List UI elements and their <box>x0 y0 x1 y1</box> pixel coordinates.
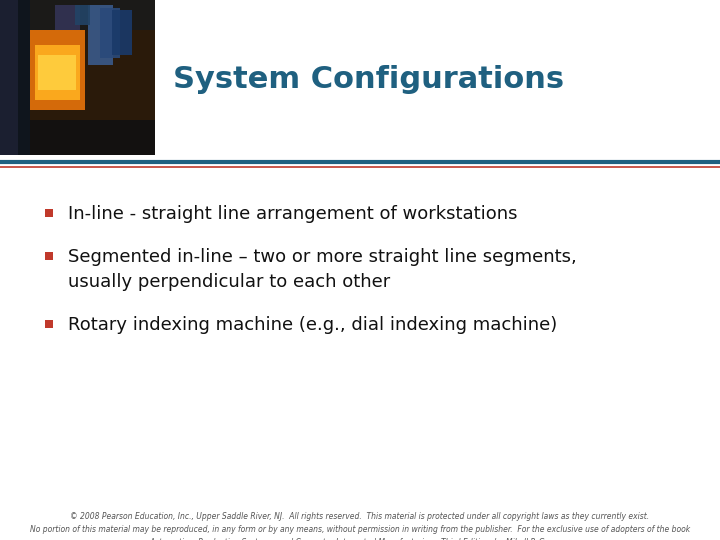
FancyBboxPatch shape <box>100 8 120 58</box>
FancyBboxPatch shape <box>30 120 155 155</box>
FancyBboxPatch shape <box>112 10 132 55</box>
FancyBboxPatch shape <box>88 5 113 65</box>
FancyBboxPatch shape <box>75 5 90 25</box>
Text: Segmented in-line – two or more straight line segments,
usually perpendicular to: Segmented in-line – two or more straight… <box>68 248 577 291</box>
FancyBboxPatch shape <box>38 55 76 90</box>
Text: Rotary indexing machine (e.g., dial indexing machine): Rotary indexing machine (e.g., dial inde… <box>68 316 557 334</box>
FancyBboxPatch shape <box>30 0 155 30</box>
Text: © 2008 Pearson Education, Inc., Upper Saddle River, NJ.  All rights reserved.  T: © 2008 Pearson Education, Inc., Upper Sa… <box>30 512 690 540</box>
Text: In-line - straight line arrangement of workstations: In-line - straight line arrangement of w… <box>68 205 518 223</box>
Text: System Configurations: System Configurations <box>173 65 564 94</box>
FancyBboxPatch shape <box>55 5 80 30</box>
FancyBboxPatch shape <box>0 0 18 155</box>
FancyBboxPatch shape <box>45 252 53 260</box>
FancyBboxPatch shape <box>18 0 30 155</box>
FancyBboxPatch shape <box>45 320 53 328</box>
FancyBboxPatch shape <box>35 45 80 100</box>
FancyBboxPatch shape <box>30 30 85 110</box>
FancyBboxPatch shape <box>45 209 53 217</box>
FancyBboxPatch shape <box>0 0 155 155</box>
